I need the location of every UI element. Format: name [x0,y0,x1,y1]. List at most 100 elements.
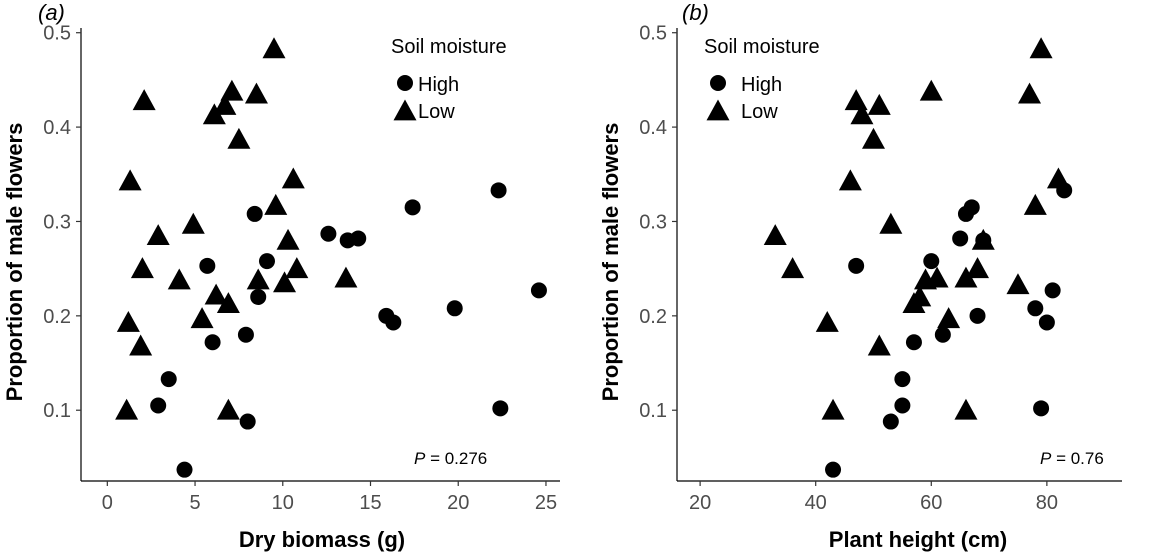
panel-b-point-high [848,257,865,274]
panel-b-x-tick-label: 20 [689,492,711,514]
panel-b-point-low [815,310,839,332]
panel-a-point-high [204,334,221,351]
panel-a-point-high [150,397,167,414]
panel-a-point-low [216,292,240,314]
panel-b-x-tick-label: 80 [1036,492,1058,514]
panel-a-point-high [250,288,267,305]
panel-b-point-low [861,127,885,149]
panel-a-point-high [176,461,193,478]
panel-a-point-high [237,326,254,343]
panel-a-point-high [258,253,275,270]
panel-b-point-high [963,199,980,216]
panel-b-point-low [821,398,845,420]
panel-b-point-high [1044,282,1061,299]
panel-b-legend-label-high: High [741,74,782,96]
panel-a-p-text: = 0.276 [425,449,487,468]
panel-a-point-high [239,413,256,430]
panel-b-point-high [905,334,922,351]
panel-b-y-tick-label: 0.2 [639,306,667,328]
panel-a-legend-label-low: Low [418,101,455,123]
panel-b-point-low [879,212,903,234]
panel-b-point-high [1038,314,1055,331]
panel-b-y-tick-label: 0.4 [639,117,667,139]
panel-a-point-low [216,398,240,420]
panel-b-point-low [781,257,805,279]
panel-a-point-high [246,205,263,222]
panel-b-point-high [894,397,911,414]
panel-b-point-low [919,79,943,101]
panel-a-p-symbol: P [414,449,426,468]
panel-a-x-tick-label: 25 [535,492,557,514]
panel-a-legend-marker-high [397,75,413,91]
panel-b-x-tick-label: 60 [920,492,942,514]
panel-a-x-tick-label: 5 [189,492,200,514]
panel-b-y-tick-label: 0.3 [639,211,667,233]
panel-a-point-low [129,334,153,356]
panel-a-point-low [273,271,297,293]
panel-a-point-high [530,282,547,299]
panel-a-y-tick-label: 0.3 [43,211,71,233]
panel-a-x-tick-label: 20 [447,492,469,514]
panel-a-point-low [115,398,139,420]
panel-b-legend-marker-low [706,99,730,121]
panel-b-point-high [1033,400,1050,417]
panel-a-point-high [490,182,507,199]
panel-b-p-value: P = 0.76 [1040,449,1104,468]
panel-a-point-low [244,82,268,104]
panel-b-point-low [1029,37,1053,59]
panel-b-point-low [954,266,978,288]
panel-b-point-low [763,224,787,246]
panel-a-legend-label-high: High [418,74,459,96]
panel-a-point-high [199,257,216,274]
panel-a-x-tick-label: 15 [359,492,381,514]
panel-a-point-high [404,199,421,216]
panel-a-point-low [264,193,288,215]
panel-a-point-high [160,371,177,388]
panel-b-point-low [844,89,868,111]
panel-a-point-low [262,37,286,59]
panel-b-point-high [969,307,986,324]
panel-b-point-low [867,93,891,115]
panel-a-point-low [167,268,191,290]
panel-a-point-high [350,230,367,247]
panel-b: (b) Proportion of male flowers Plant hei… [598,0,1122,552]
panel-b-y-axis-title: Proportion of male flowers [598,123,623,402]
panel-b-point-low [966,257,990,279]
panel-a-point-low [132,89,156,111]
panel-a-y-tick-label: 0.1 [43,400,71,422]
panel-a-point-low [334,266,358,288]
panel-a-point-low [204,283,228,305]
panel-a-point-low [190,307,214,329]
panel-a-point-low [213,93,237,115]
panel-a-point-low [220,79,244,101]
panel-a-point-low [281,167,305,189]
panel-a-y-axis-title: Proportion of male flowers [2,123,27,402]
panel-a-point-high [446,300,463,317]
panel-a-y-tick-label: 0.4 [43,117,71,139]
panel-b-point-low [867,334,891,356]
panel-a-label: (a) [38,0,65,25]
panel-a-point-low [118,169,142,191]
panel-b-legend-title: Soil moisture [704,36,820,58]
panel-b-point-high [825,461,842,478]
panel-a-point-high [492,400,509,417]
panel-b-point-high [894,371,911,388]
panel-a-y-tick-label: 0.2 [43,306,71,328]
panel-b-point-low [908,285,932,307]
panel-b-point-low [971,228,995,250]
panel-b-point-high [923,253,940,270]
panel-a-point-low [285,257,309,279]
panel-a-p-value: P = 0.276 [414,449,487,468]
panel-b-x-tick-label: 40 [805,492,827,514]
panel-b-point-high [882,413,899,430]
panel-b-point-low [937,307,961,329]
panel-a-point-low [181,212,205,234]
panel-a-point-low [276,228,300,250]
panel-a: (a) Proportion of male flowers Dry bioma… [2,0,560,552]
panel-a-point-low [130,257,154,279]
panel-b-p-symbol: P [1040,449,1052,468]
panel-b-point-low [925,266,949,288]
panel-b-point-low [850,103,874,125]
panel-a-legend-marker-low [393,99,417,121]
